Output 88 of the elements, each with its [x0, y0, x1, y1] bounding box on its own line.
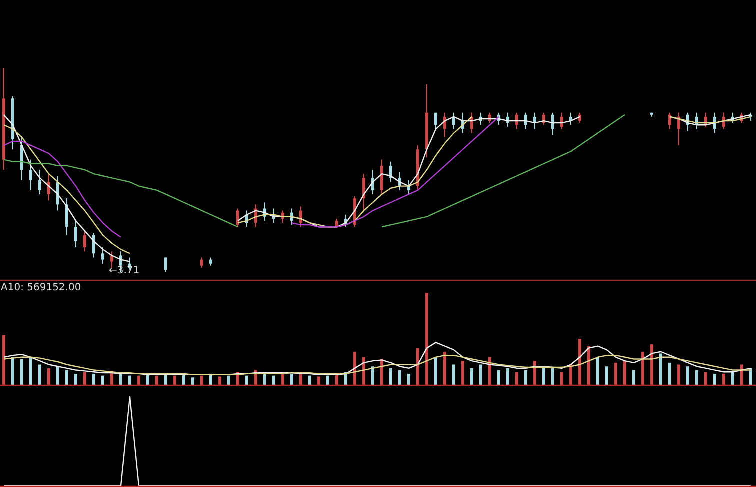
bar: [444, 352, 446, 385]
bar: [290, 374, 294, 385]
bar: [408, 374, 410, 385]
bar: [660, 354, 662, 385]
bar: [308, 376, 312, 385]
bar: [560, 372, 564, 385]
candlestick: [434, 112, 438, 130]
bar: [632, 370, 636, 385]
candlestick: [66, 198, 68, 236]
bar: [426, 293, 428, 385]
bar: [20, 359, 24, 385]
bar: [102, 376, 104, 385]
bar: [92, 374, 96, 385]
bar: [552, 368, 554, 385]
bar: [596, 357, 600, 385]
bar: [750, 368, 752, 385]
bar: [326, 376, 330, 385]
bar: [398, 370, 402, 385]
bar: [696, 370, 698, 385]
bar: [128, 376, 132, 385]
bar: [570, 364, 572, 385]
bar: [372, 366, 374, 385]
candlestick: [164, 257, 168, 272]
bar: [480, 364, 482, 385]
bar: [66, 370, 68, 385]
bar: [210, 374, 212, 385]
bar: [686, 366, 690, 385]
bar: [200, 376, 204, 385]
bar: [38, 364, 42, 385]
bar: [120, 374, 122, 385]
bar: [650, 344, 654, 385]
annotation: ←3.71: [109, 266, 140, 277]
candlestick: [668, 112, 672, 130]
bar: [12, 357, 14, 385]
bar: [534, 361, 536, 385]
bar: [578, 339, 582, 385]
bar: [30, 357, 32, 385]
bar: [174, 376, 176, 385]
bar: [516, 372, 518, 385]
bar: [668, 362, 672, 385]
bar: [354, 352, 356, 385]
bar: [714, 374, 716, 385]
bar: [246, 376, 248, 385]
bar: [488, 357, 492, 385]
candlestick: [408, 180, 410, 195]
bar: [722, 374, 726, 385]
bar: [84, 372, 86, 385]
bar: [462, 361, 464, 385]
bar: [434, 357, 438, 385]
candlestick: [200, 257, 204, 268]
bar: [264, 374, 266, 385]
bar: [362, 357, 366, 385]
candlestick: [84, 230, 86, 252]
bar: [300, 374, 302, 385]
bar: [642, 352, 644, 385]
bar: [704, 372, 708, 385]
bar: [138, 376, 140, 385]
bar: [614, 362, 618, 385]
bar: [228, 376, 230, 385]
bar: [192, 378, 194, 385]
candlestick: [552, 112, 554, 136]
bar: [56, 366, 60, 385]
bar: [732, 372, 734, 385]
bar: [506, 368, 510, 385]
candlestick: [74, 220, 78, 248]
bar: [48, 368, 50, 385]
bar: [678, 364, 680, 385]
annotation: A10: 569152.00: [1, 282, 82, 294]
bar: [218, 376, 222, 385]
candlestick: [30, 159, 32, 191]
bar: [416, 348, 420, 385]
bar: [524, 370, 528, 385]
bar: [606, 366, 608, 385]
bar: [390, 368, 392, 385]
bar: [740, 364, 744, 385]
candlestick: [38, 170, 42, 195]
bar: [272, 376, 276, 385]
bar: [624, 361, 626, 385]
bar: [156, 376, 158, 385]
bar: [452, 364, 456, 385]
bar: [2, 335, 6, 385]
bar: [74, 374, 78, 385]
candlestick: [102, 247, 104, 264]
bar: [470, 368, 474, 385]
bar: [498, 370, 500, 385]
bar: [588, 346, 590, 385]
bar: [542, 366, 546, 385]
bar: [318, 376, 320, 385]
